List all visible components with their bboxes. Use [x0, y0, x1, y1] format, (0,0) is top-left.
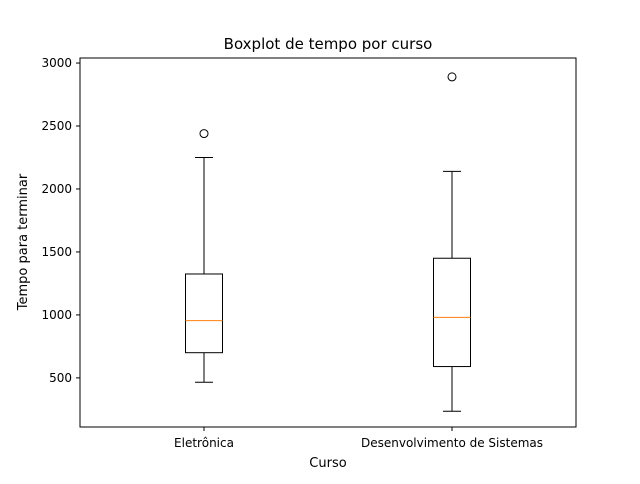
outlier-point: [447, 72, 457, 82]
y-tick-label: 2500: [41, 119, 72, 133]
y-tick-label: 1000: [41, 308, 72, 322]
y-tick-label: 2000: [41, 182, 72, 196]
outlier-point: [199, 129, 209, 139]
y-tick-label: 500: [49, 371, 72, 385]
y-tick-label: 3000: [41, 56, 72, 70]
x-tick-label: Eletrônica: [174, 436, 234, 450]
iqr-box: [433, 257, 471, 368]
axes-frame: [79, 57, 577, 428]
iqr-box: [185, 273, 223, 354]
x-tick-label: Desenvolvimento de Sistemas: [361, 436, 543, 450]
chart-title: Boxplot de tempo por curso: [224, 35, 433, 53]
plot-area: 500 1000 1500 2000 2500 3000 Eletrônica Desenvo…: [41, 56, 543, 450]
y-tick-label: 1500: [41, 245, 72, 259]
x-axis-label: Curso: [309, 456, 346, 471]
y-axis-label: Tempo para terminar: [16, 173, 31, 311]
